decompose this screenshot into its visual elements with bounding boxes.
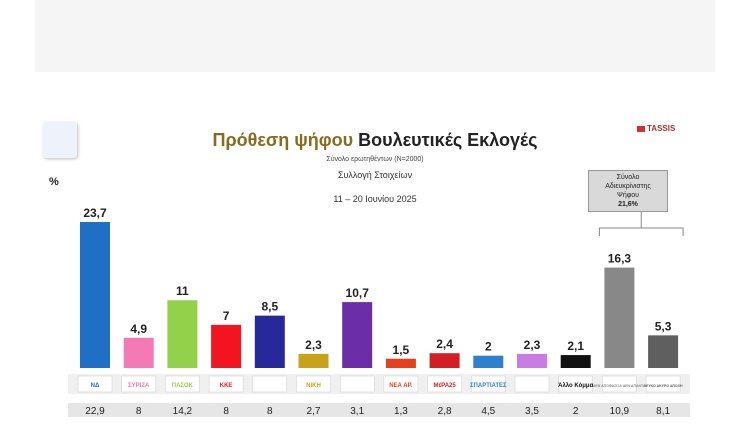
chart-title-part2: Βουλευτικές Εκλογές bbox=[358, 130, 538, 150]
previous-value-label-11: 2 bbox=[573, 406, 579, 417]
chart-panel: Πρόθεση ψήφου Βουλευτικές Εκλογές Σύνολο… bbox=[35, 112, 715, 430]
chart-title-part1: Πρόθεση ψήφου bbox=[212, 130, 354, 150]
party-logo-3 bbox=[208, 375, 244, 393]
bar-value-label-7: 1,5 bbox=[393, 343, 410, 357]
bar-3 bbox=[211, 324, 242, 368]
previous-value-label-5: 2,7 bbox=[307, 406, 321, 417]
party-logo-7 bbox=[383, 375, 419, 393]
undecided-line1: Σύνολο bbox=[616, 174, 640, 181]
party-logo-label-11: Άλλο Κόμμα bbox=[558, 383, 593, 389]
party-logo-label-13: ΛΕΥΚΟ ΑΚΥΡΟ ΑΠΟΧΗ bbox=[644, 384, 683, 388]
previous-value-label-6: 3,1 bbox=[350, 406, 364, 417]
party-logo-11 bbox=[558, 375, 593, 393]
party-logo-2 bbox=[165, 375, 200, 393]
party-logo-label-0: ΝΔ bbox=[91, 383, 100, 389]
party-logo-5 bbox=[296, 375, 331, 393]
party-logo-8 bbox=[427, 375, 462, 393]
party-logo-label-7: ΝΕΑ ΑΡ. bbox=[389, 383, 413, 389]
bar-value-label-8: 2,4 bbox=[436, 337, 453, 351]
bar-value-label-3: 7 bbox=[223, 309, 230, 323]
previous-value-label-9: 4,5 bbox=[481, 406, 495, 417]
previous-value-label-7: 1,3 bbox=[394, 406, 408, 417]
party-logo-6 bbox=[339, 375, 375, 393]
bar-value-label-5: 2,3 bbox=[305, 338, 322, 352]
previous-value-label-3: 8 bbox=[223, 406, 229, 417]
chart-title: Πρόθεση ψήφου Βουλευτικές Εκλογές bbox=[212, 130, 537, 150]
bar-value-label-13: 5,3 bbox=[655, 319, 672, 333]
greece-map-logo bbox=[43, 122, 77, 158]
previous-value-label-0: 22,9 bbox=[85, 406, 105, 417]
bar-7 bbox=[385, 358, 416, 368]
bar-10 bbox=[517, 353, 547, 368]
previous-value-label-8: 2,8 bbox=[438, 406, 452, 417]
previous-values-band bbox=[68, 403, 691, 417]
party-logo-label-1: ΣΥΡΙΖΑ bbox=[128, 383, 150, 389]
brand-logo: TASSIS bbox=[637, 124, 675, 133]
fieldwork-dates: 11 – 20 Ιουνίου 2025 bbox=[333, 194, 417, 204]
bar-11 bbox=[560, 355, 591, 368]
party-logo-label-9: ΣΠΑΡΤΙΑΤΕΣ bbox=[470, 383, 507, 389]
bar-9 bbox=[473, 355, 504, 368]
previous-value-label-1: 8 bbox=[136, 406, 142, 417]
bar-value-label-0: 23,7 bbox=[83, 206, 107, 220]
bar-12 bbox=[604, 267, 635, 368]
bar-value-label-10: 2,3 bbox=[524, 338, 541, 352]
party-logo-label-12: ΔΕΝ ΑΠΟΦΑΣΙΣΑ ΔΕΝ ΑΠΑΝΤΩ bbox=[593, 384, 646, 388]
party-logo-10 bbox=[514, 375, 550, 393]
previous-value-label-12: 10,9 bbox=[610, 406, 630, 417]
undecided-bracket bbox=[598, 227, 684, 236]
previous-value-label-13: 8,1 bbox=[656, 406, 670, 417]
bar-2 bbox=[167, 300, 198, 368]
undecided-value: 21,6% bbox=[618, 201, 638, 208]
party-logo-1 bbox=[121, 375, 156, 393]
party-logo-label-5: ΝΙΚΗ bbox=[306, 383, 321, 389]
top-band bbox=[35, 0, 715, 72]
brand-logo-text: TASSIS bbox=[647, 124, 676, 133]
bar-value-label-11: 2,1 bbox=[567, 339, 584, 353]
bar-1 bbox=[123, 337, 154, 368]
party-logo-4 bbox=[252, 375, 288, 393]
bar-chart: 23,7 ΝΔ 22,9 4,9 ΣΥΡΙΖΑ 8 11 ΠΑΣΟΚ 14,2 7 ΚΚΕ 8 8,5 8… bbox=[68, 206, 691, 417]
previous-value-label-2: 14,2 bbox=[173, 406, 193, 417]
bar-value-label-12: 16,3 bbox=[608, 252, 632, 266]
bar-6 bbox=[342, 302, 373, 368]
bar-value-label-6: 10,7 bbox=[346, 286, 370, 300]
party-logo-label-8: ΜέΡΑ25 bbox=[433, 383, 456, 389]
previous-value-label-10: 3,5 bbox=[525, 406, 539, 417]
undecided-line3: Ψήφου bbox=[616, 192, 639, 199]
chart-title-wrap: Πρόθεση ψήφου Βουλευτικές Εκλογές bbox=[35, 130, 715, 151]
sample-size-note: Σύνολο ερωτηθέντων (Ν=2000) bbox=[326, 156, 424, 163]
previous-value-label-4: 8 bbox=[267, 406, 273, 417]
bar-13 bbox=[648, 335, 679, 368]
bar-0 bbox=[80, 222, 110, 368]
party-logo-label-3: ΚΚΕ bbox=[220, 383, 233, 389]
bar-5 bbox=[298, 353, 329, 368]
percent-axis-label: % bbox=[49, 176, 59, 188]
party-logo-12 bbox=[602, 375, 637, 393]
bar-8 bbox=[429, 353, 460, 368]
party-logo-0 bbox=[77, 375, 113, 393]
party-logo-9 bbox=[471, 375, 506, 393]
bar-value-label-2: 11 bbox=[176, 284, 189, 298]
party-logo-label-2: ΠΑΣΟΚ bbox=[172, 383, 194, 389]
bar-4 bbox=[254, 315, 285, 368]
undecided-total-box: Σύνολο Αδιευκρίνιστης Ψήφου 21,6% bbox=[588, 170, 668, 212]
undecided-line2: Αδιευκρίνιστης bbox=[605, 183, 651, 190]
party-logo-13 bbox=[645, 375, 681, 393]
bar-value-label-1: 4,9 bbox=[130, 322, 147, 336]
bar-value-label-4: 8,5 bbox=[261, 300, 278, 314]
data-collection-label: Συλλογή Στοιχείων bbox=[337, 170, 413, 180]
bar-value-label-9: 2 bbox=[485, 340, 492, 354]
